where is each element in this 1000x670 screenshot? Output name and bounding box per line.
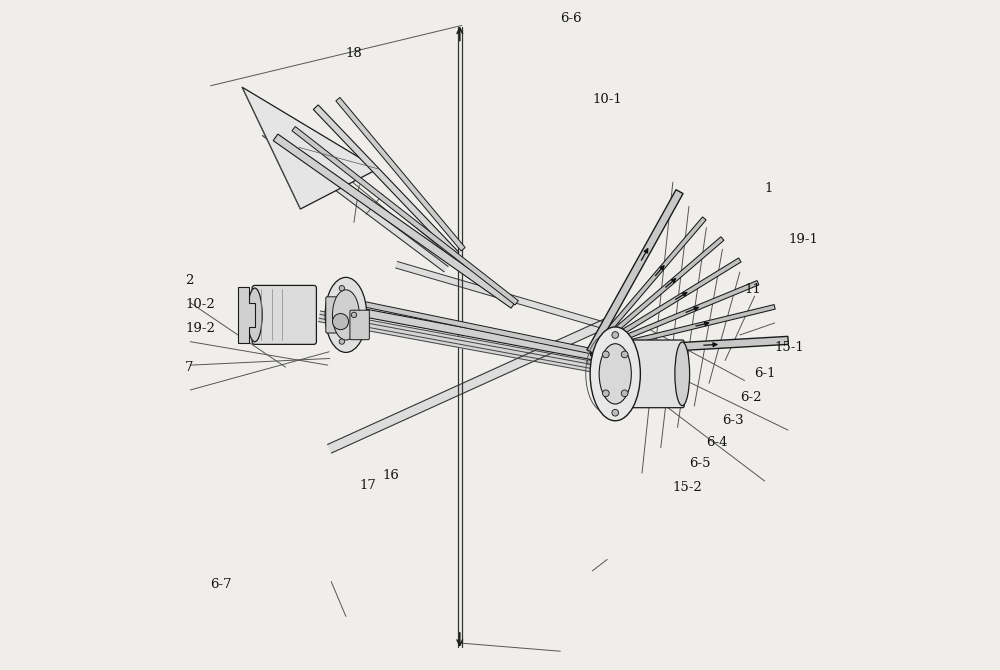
Text: 18: 18 [346, 47, 363, 60]
Text: 11: 11 [745, 283, 761, 296]
Text: 16: 16 [383, 469, 400, 482]
Circle shape [339, 339, 345, 344]
Text: 6-1: 6-1 [755, 367, 776, 381]
Polygon shape [590, 305, 775, 354]
Circle shape [332, 314, 349, 330]
FancyBboxPatch shape [617, 340, 684, 407]
Polygon shape [590, 336, 788, 356]
Polygon shape [238, 287, 255, 343]
FancyBboxPatch shape [252, 285, 316, 344]
Polygon shape [395, 261, 615, 332]
Polygon shape [313, 105, 459, 257]
Text: 17: 17 [359, 478, 376, 492]
Polygon shape [587, 190, 683, 354]
Polygon shape [589, 217, 706, 353]
Text: 15-2: 15-2 [673, 481, 703, 494]
Polygon shape [344, 297, 604, 356]
Polygon shape [292, 127, 518, 305]
FancyBboxPatch shape [350, 310, 369, 340]
Text: 19-1: 19-1 [788, 233, 818, 247]
Polygon shape [242, 87, 378, 209]
Circle shape [602, 351, 609, 358]
Circle shape [602, 390, 609, 397]
Polygon shape [589, 237, 724, 354]
Ellipse shape [325, 277, 367, 352]
Ellipse shape [675, 342, 690, 405]
Circle shape [351, 312, 357, 318]
Polygon shape [338, 304, 608, 362]
Polygon shape [589, 258, 741, 354]
Text: 10-1: 10-1 [592, 92, 622, 106]
Ellipse shape [332, 289, 359, 340]
Ellipse shape [247, 288, 262, 342]
Text: 6-5: 6-5 [689, 457, 710, 470]
Text: 15-1: 15-1 [775, 340, 804, 354]
Text: 6-3: 6-3 [722, 414, 744, 427]
Circle shape [612, 332, 619, 338]
Polygon shape [273, 134, 516, 308]
Polygon shape [327, 314, 619, 453]
Polygon shape [590, 281, 759, 354]
Text: 19-2: 19-2 [185, 322, 215, 335]
Ellipse shape [599, 344, 631, 404]
Text: 6-6: 6-6 [560, 12, 582, 25]
Polygon shape [587, 360, 617, 367]
Text: 1: 1 [765, 182, 773, 196]
FancyBboxPatch shape [326, 297, 349, 333]
Circle shape [621, 351, 628, 358]
Text: 6-4: 6-4 [706, 436, 728, 449]
Polygon shape [318, 310, 622, 378]
Polygon shape [336, 97, 465, 251]
Text: 6-2: 6-2 [740, 391, 761, 405]
Circle shape [612, 409, 619, 416]
Text: 6-7: 6-7 [211, 578, 232, 591]
Circle shape [621, 390, 628, 397]
Ellipse shape [590, 327, 640, 421]
Polygon shape [262, 130, 448, 272]
Text: 10-2: 10-2 [185, 298, 215, 312]
Circle shape [339, 285, 345, 291]
Text: 7: 7 [185, 360, 194, 374]
Text: 2: 2 [185, 273, 193, 287]
